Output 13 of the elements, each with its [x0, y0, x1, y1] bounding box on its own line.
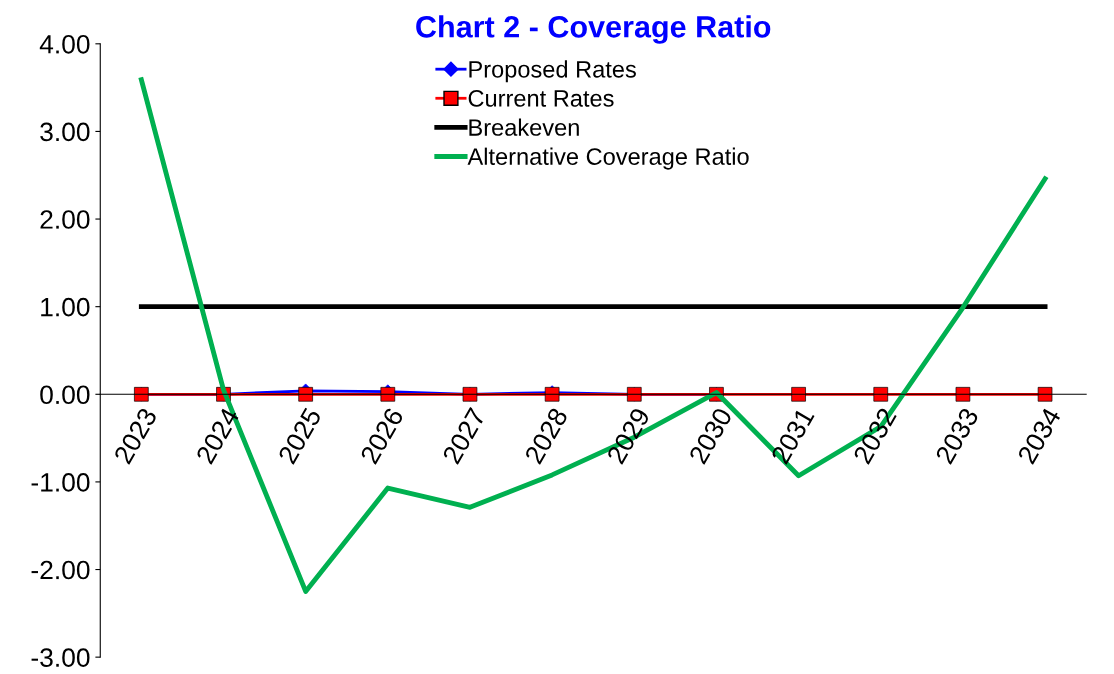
y-tick-label: 4.00	[39, 34, 90, 54]
y-tick-label: 0.00	[40, 385, 90, 405]
legend-label: Proposed Rates	[469, 60, 636, 83]
y-tick-label: 2.00	[40, 210, 90, 229]
legend-label: Alternative Coverage Ratio	[467, 147, 749, 170]
y-tick-label: -2.00	[31, 560, 90, 580]
y-tick-label: -3.00	[31, 648, 90, 667]
y-tick-label: 1.00	[41, 297, 90, 317]
chart-title: Chart 2 - Coverage Ratio	[416, 15, 771, 44]
y-tick-label: -1.00	[31, 473, 90, 492]
y-tick-label: 3.00	[40, 122, 90, 142]
legend-label: Current Rates	[468, 90, 614, 107]
legend-label: Breakeven	[469, 118, 579, 136]
